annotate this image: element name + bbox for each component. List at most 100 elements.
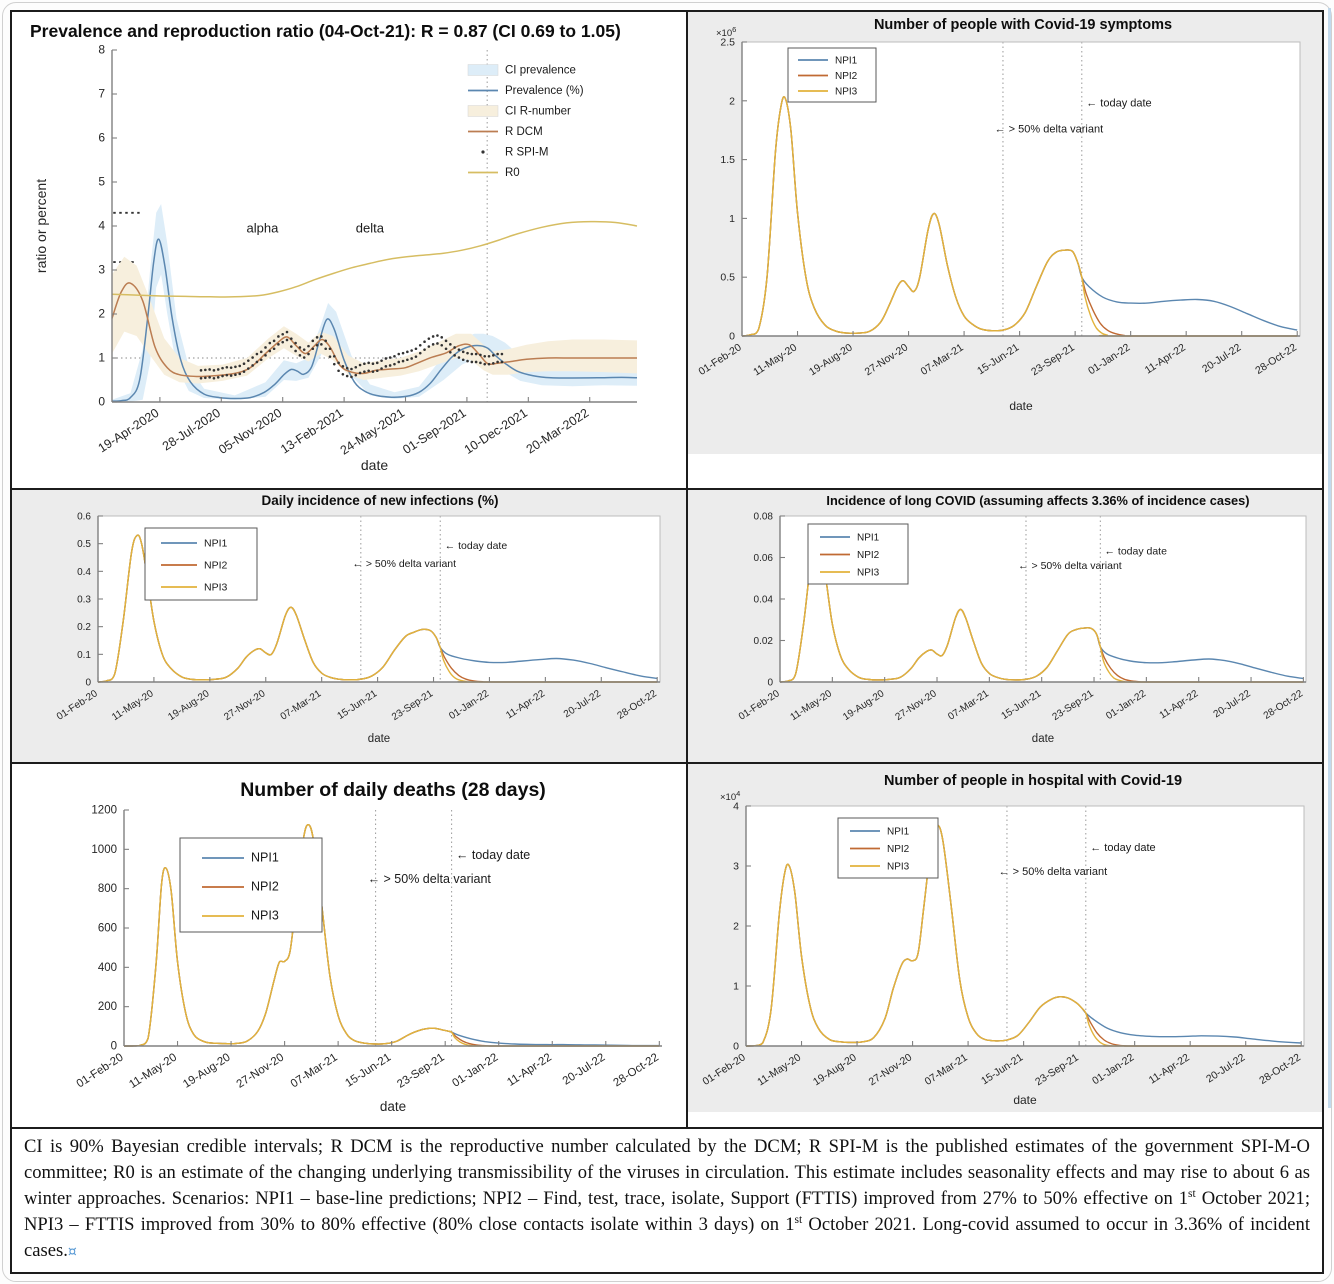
x-tick-label: 10-Dec-2021 <box>462 406 530 457</box>
x-tick-label: 19-Aug-20 <box>181 1051 233 1090</box>
legend-label: NPI3 <box>835 87 858 98</box>
ci-band-ci-r-number <box>112 256 637 384</box>
legend-swatch-band <box>467 64 499 76</box>
y-tick-label: 600 <box>98 923 117 935</box>
deaths-chart: 01-Feb-20 11-May-20 19-Aug-20 27-Nov-20 07-M… <box>75 779 662 1114</box>
y-tick-label: 1.5 <box>720 154 735 166</box>
annotation-text: ← today date <box>1104 545 1167 557</box>
legend-label: NPI3 <box>204 582 228 594</box>
legend-label: NPI3 <box>887 862 910 873</box>
y-tick-label: 0.5 <box>720 272 735 284</box>
longcovid-chart-cell: 01-Feb-20 11-May-20 19-Aug-20 27-Nov-20 07-M… <box>688 490 1322 762</box>
y-tick-label: 5 <box>98 175 105 189</box>
y-tick-label: 0.2 <box>77 622 91 633</box>
annotation-text: ← > 50% delta variant <box>352 558 456 570</box>
y-tick-label: 0 <box>729 331 735 343</box>
figure-grid: 19-Apr-2020 28-Jul-2020 05-Nov-2020 13-Feb-… <box>10 10 1324 1274</box>
annotation-text: ← today date <box>1090 842 1155 854</box>
x-tick-label: 11-May-20 <box>127 1051 179 1091</box>
caption-text-segment: CI is 90% Bayesian credible intervals; R… <box>24 1136 1310 1210</box>
series-line-npi3 <box>123 823 660 1047</box>
y-tick-label: 0.08 <box>754 512 774 523</box>
x-tick-label: 23-Sep-21 <box>395 1051 447 1090</box>
legend-label: NPI2 <box>251 880 279 894</box>
plot-area <box>746 806 1304 1046</box>
prevalence-chart: 19-Apr-202028-Jul-202005-Nov-202013-Feb-… <box>30 21 638 473</box>
x-tick-label: 19-Apr-2020 <box>96 406 162 456</box>
row-divider-2 <box>12 762 1322 764</box>
legend-label: NPI1 <box>835 56 858 67</box>
y-tick-label: 0 <box>98 395 105 409</box>
y-tick-label: 0.4 <box>77 567 91 578</box>
legend-box <box>144 527 258 601</box>
legend-label: NPI2 <box>857 550 880 561</box>
y-tick-label: 0.6 <box>77 512 91 523</box>
legend-label: CI prevalence <box>505 65 576 77</box>
annotation-text: ← > 50% delta variant <box>1018 560 1122 572</box>
series-line-npi3 <box>97 534 658 683</box>
y-tick-label: 0.04 <box>754 595 774 606</box>
x-tick-label: 20-Jul-22 <box>561 1051 608 1087</box>
x-tick-label: 11-Apr-22 <box>505 1051 554 1088</box>
x-tick-label: 15-Jun-21 <box>343 1051 393 1089</box>
caption-text-segment: October 2021; NPI3 – FTTIS improved from… <box>24 1188 1310 1236</box>
y-tick-label: 2 <box>733 921 739 933</box>
y-tick-label: 8 <box>98 43 105 57</box>
y-tick-label: 0 <box>733 1041 739 1053</box>
annotation-text: ← today date <box>456 848 530 862</box>
chart-title: Number of people with Covid-19 symptoms <box>874 17 1172 33</box>
chart-title: Prevalence and reproduction ratio (04-Oc… <box>30 21 621 41</box>
prevalence-chart-cell: 19-Apr-2020 28-Jul-2020 05-Nov-2020 13-Feb-… <box>12 12 686 488</box>
series-line-r0 <box>111 220 638 298</box>
y-tick-label: 400 <box>98 962 117 974</box>
deaths-chart-cell: 01-Feb-20 11-May-20 19-Aug-20 27-Nov-20 07-M… <box>12 764 686 1127</box>
y-tick-label: 800 <box>98 883 117 895</box>
row-divider-3 <box>12 1127 1322 1129</box>
x-tick-label: 01-Jan-22 <box>450 1051 500 1089</box>
legend-label: NPI1 <box>251 851 279 865</box>
caption-text-segment: ¤ <box>67 1244 77 1261</box>
y-tick-label: 3 <box>733 861 739 873</box>
y-tick-label: 7 <box>98 87 105 101</box>
x-axis-label: date <box>1013 1093 1037 1107</box>
annotation-text: ← today date <box>1086 98 1151 110</box>
y-tick-label: 6 <box>98 131 105 145</box>
y-tick-label: 1000 <box>91 844 117 856</box>
y-tick-label: 1200 <box>91 805 117 817</box>
x-tick-label: 24-May-2021 <box>338 406 407 458</box>
hospital-chart: 01-Feb-20 11-May-20 19-Aug-20 27-Nov-20 07-M… <box>688 764 1322 1112</box>
y-axis-label: ratio or percent <box>33 179 49 273</box>
y-tick-label: 0 <box>111 1041 117 1053</box>
y-tick-label: 0 <box>85 678 91 689</box>
y-tick-label: 200 <box>98 1001 117 1013</box>
figure-caption: CI is 90% Bayesian credible intervals; R… <box>12 1129 1322 1272</box>
y-tick-label: 1 <box>729 213 735 225</box>
legend-label: R0 <box>505 167 520 179</box>
legend-label: CI R-number <box>505 106 571 118</box>
y-tick-label: 4 <box>98 219 105 233</box>
legend-label: NPI1 <box>204 538 228 550</box>
y-axis-exponent: ×104 <box>720 789 740 803</box>
annotation-text: ← today date <box>445 540 508 552</box>
chart-title: Incidence of long COVID (assuming affect… <box>826 493 1249 508</box>
legend-label: NPI2 <box>835 71 858 82</box>
annotation-text: ← > 50% delta variant <box>995 124 1104 136</box>
legend-label: NPI2 <box>887 844 910 855</box>
y-tick-label: 0.3 <box>77 595 91 606</box>
y-tick-label: 0.5 <box>77 539 91 550</box>
x-axis-label: date <box>1032 733 1054 745</box>
hospital-chart-cell: 01-Feb-20 11-May-20 19-Aug-20 27-Nov-20 07-M… <box>688 764 1322 1127</box>
legend-label: NPI1 <box>887 827 910 838</box>
x-tick-label: 28-Oct-22 <box>612 1051 661 1089</box>
chart-title: Daily incidence of new infections (%) <box>261 493 498 508</box>
chart-title: Number of daily deaths (28 days) <box>240 779 546 801</box>
x-axis-label: date <box>1009 399 1033 413</box>
legend-label: NPI3 <box>857 568 880 579</box>
legend-label: R DCM <box>505 126 543 138</box>
x-tick-label: 05-Nov-2020 <box>216 406 284 457</box>
column-divider <box>686 12 688 1127</box>
row-divider-1 <box>12 488 1322 490</box>
y-tick-label: 2 <box>729 95 735 107</box>
y-tick-label: 1 <box>98 351 105 365</box>
